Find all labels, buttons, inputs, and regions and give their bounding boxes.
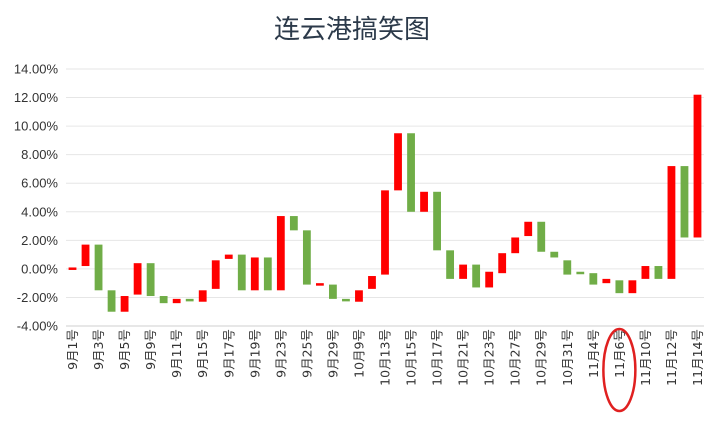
x-tick-label: 9月23号 — [273, 329, 288, 378]
bar-down — [407, 133, 415, 212]
y-tick-label: -2.00% — [17, 290, 59, 305]
x-tick-label: 11月14号 — [690, 329, 705, 386]
bar-down — [472, 264, 481, 288]
bar-up — [667, 166, 676, 279]
bar-up — [602, 278, 611, 284]
bar-down — [289, 216, 298, 231]
bar-down — [329, 284, 337, 299]
highlight-circle — [602, 327, 637, 413]
bar-up — [524, 221, 533, 237]
bar-up — [420, 191, 428, 212]
x-tick-label: 10月27号 — [508, 329, 523, 386]
x-tick-label: 11月6号 — [612, 329, 627, 378]
bar-down — [615, 280, 624, 294]
bar-down — [237, 254, 246, 291]
bar-down — [589, 273, 598, 285]
chart-title: 连云港搞笑图 — [274, 15, 430, 45]
y-tick-label: 10.00% — [14, 119, 59, 134]
bar-up — [628, 280, 637, 294]
bar-down — [433, 191, 441, 251]
x-tick-label: 10月21号 — [456, 329, 471, 386]
y-axis-tick-labels: -4.00% -2.00% 0.00% 2.00% 4.00% 6.00% 8.00% 10.… — [14, 62, 59, 334]
bar-down — [94, 244, 103, 291]
bar-up — [81, 244, 90, 267]
bar-up — [211, 260, 220, 289]
x-tick-label: 9月5号 — [117, 329, 132, 370]
y-tick-label: 14.00% — [14, 62, 59, 77]
x-axis-tick-labels: 9月1号 9月3号 9月5号 9月9号 9月11号 9月15号 9月17号 9月19号 9月23… — [65, 329, 705, 386]
bar-down — [342, 298, 350, 302]
x-tick-label: 9月15号 — [195, 329, 210, 378]
x-tick-label: 9月3号 — [91, 329, 106, 370]
y-tick-label: -4.00% — [17, 319, 59, 334]
x-tick-label: 10月31号 — [560, 329, 575, 386]
bar-down — [263, 257, 272, 291]
bar-down — [185, 298, 194, 302]
x-tick-label: 10月17号 — [430, 329, 445, 386]
bar-up — [250, 257, 259, 291]
bar-down — [302, 230, 311, 285]
bar-down — [576, 271, 585, 275]
bar-up — [120, 296, 129, 312]
bar-up — [368, 276, 376, 289]
x-tick-label: 10月23号 — [482, 329, 497, 386]
y-tick-label: 12.00% — [14, 90, 59, 105]
bar-up — [459, 264, 468, 279]
bar-down — [537, 221, 546, 252]
bar-up — [511, 237, 520, 254]
bar-up — [693, 94, 702, 238]
x-tick-label: 9月17号 — [221, 329, 236, 378]
bar-down — [550, 251, 559, 258]
x-tick-label: 9月11号 — [169, 329, 184, 378]
x-tick-label: 11月12号 — [664, 329, 679, 386]
bar-up — [498, 253, 507, 274]
x-tick-label: 9月29号 — [325, 329, 340, 378]
bar-up — [315, 283, 324, 286]
bar-up — [276, 216, 285, 291]
bar-down — [159, 296, 168, 304]
bar-up — [172, 298, 181, 304]
bar-up — [381, 190, 389, 275]
bar-up — [224, 254, 233, 259]
bar-down — [563, 260, 572, 275]
y-tick-label: 0.00% — [21, 261, 58, 276]
y-tick-label: 4.00% — [21, 204, 58, 219]
bar-up — [133, 263, 142, 295]
bar-down — [107, 290, 116, 312]
x-tick-label: 11月4号 — [586, 329, 601, 378]
y-tick-label: 6.00% — [21, 176, 58, 191]
x-tick-label: 9月25号 — [299, 329, 314, 378]
x-tick-label: 9月9号 — [143, 329, 158, 370]
y-tick-label: 2.00% — [21, 233, 58, 248]
x-tick-label: 10月9号 — [352, 329, 367, 378]
x-tick-label: 9月1号 — [65, 329, 80, 370]
x-tick-label: 9月19号 — [247, 329, 262, 378]
bar-down — [680, 166, 689, 238]
bars — [68, 94, 702, 312]
bar-down — [446, 250, 455, 279]
bar-down — [146, 263, 155, 297]
bar-up — [641, 266, 650, 279]
bar-up — [485, 271, 494, 288]
bar-down — [654, 266, 663, 279]
x-tick-label: 10月15号 — [404, 329, 419, 386]
x-tick-label: 10月13号 — [378, 329, 393, 386]
bar-up — [198, 290, 207, 302]
bar-up — [355, 290, 363, 302]
bar-up — [68, 267, 77, 270]
bar-up — [394, 133, 402, 191]
y-tick-label: 8.00% — [21, 147, 58, 162]
x-tick-label: 10月29号 — [534, 329, 549, 386]
x-tick-label: 11月10号 — [638, 329, 653, 386]
